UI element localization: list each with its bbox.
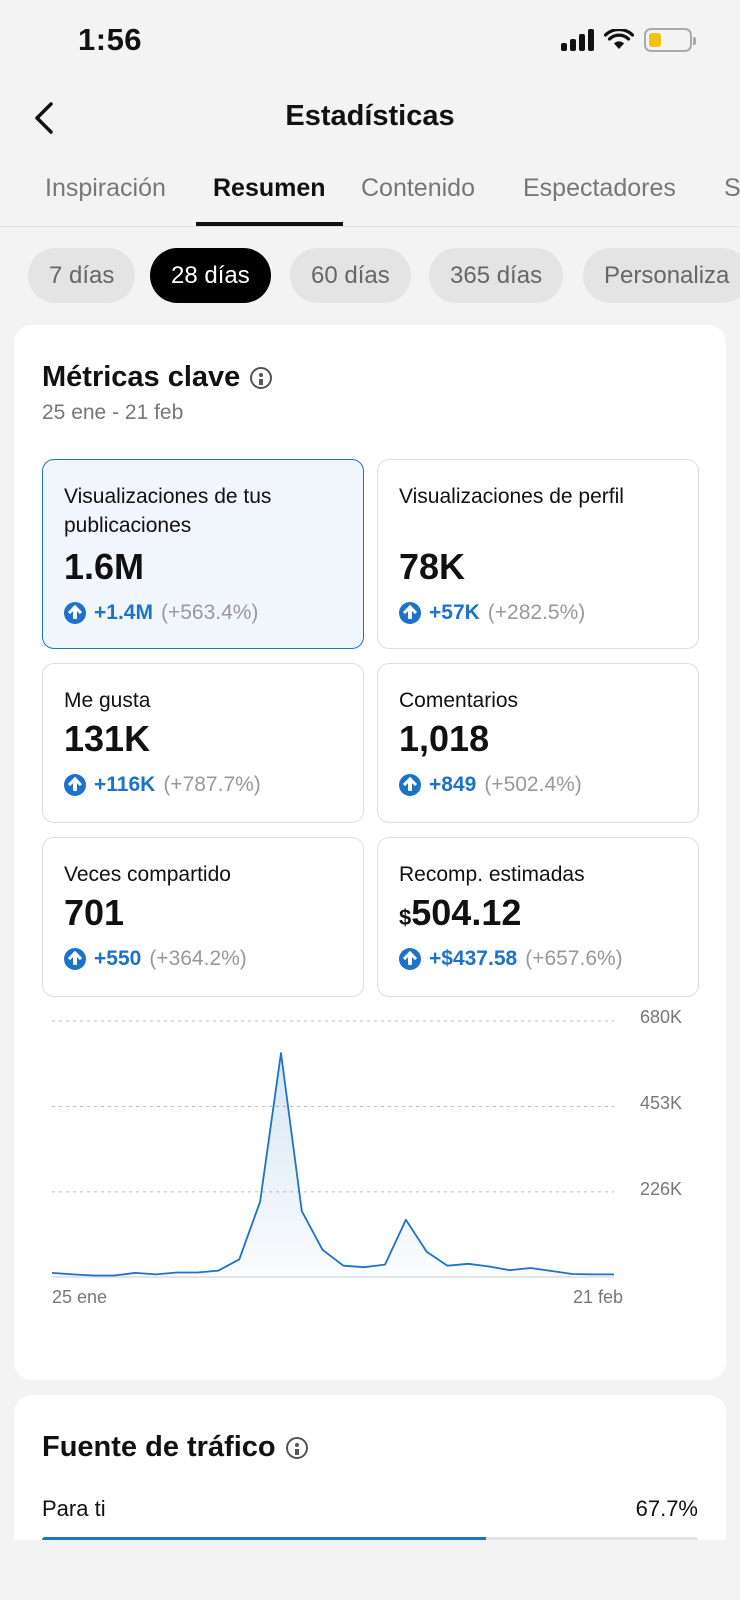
metric-value: 1.6M [64,546,144,588]
page-title: Estadísticas [285,100,455,132]
status-icons [561,28,696,52]
metric-value-number: 701 [64,892,125,933]
metric-label: Me gusta [64,689,151,712]
metric-value-number: 1,018 [399,718,490,759]
metric-label: Recomp. estimadas [399,863,585,886]
metric-label: Visualizaciones de perfil [399,485,624,508]
range-7-days[interactable]: 7 días [28,248,136,303]
metric-card-comments[interactable]: Comentarios 1,018 +849 (+502.4%) [377,663,699,823]
metric-card-estimated-rewards[interactable]: Recomp. estimadas $504.12 +$437.58 (+657… [377,837,699,997]
views-chart-svg [51,1020,615,1278]
tab-resumen[interactable]: Resumen [213,174,326,202]
traffic-source-percent: 67.7% [635,1496,698,1521]
arrow-up-icon [64,602,86,624]
metric-delta: +57K [429,601,480,624]
currency-symbol: $ [399,905,412,930]
bottom-safe-area [0,1540,740,1600]
metric-percent: (+657.6%) [525,947,623,970]
metric-percent: (+787.7%) [163,773,261,796]
header: Estadísticas [0,84,740,152]
metric-card-profile-views[interactable]: Visualizaciones de perfil 78K +57K (+282… [377,459,699,649]
range-365-days[interactable]: 365 días [429,248,564,303]
key-metrics-title: Métricas clave [42,361,273,394]
key-metrics-title-text: Métricas clave [42,361,241,393]
metric-percent: (+364.2%) [149,947,247,970]
arrow-up-icon [399,602,421,624]
date-range-selector: 7 días 28 días 60 días 365 días Personal… [0,248,740,304]
y-tick-label: 680K [640,1007,683,1027]
metric-delta: +$437.58 [429,947,518,970]
info-icon[interactable] [250,366,273,389]
metric-change: +116K (+787.7%) [64,773,261,797]
metric-delta: +849 [429,773,477,796]
metric-delta: +1.4M [94,601,153,624]
metric-value: $504.12 [399,892,521,934]
metric-change: +550 (+364.2%) [64,947,247,971]
y-tick-label: 226K [640,1179,683,1199]
key-metrics-card: Métricas clave 25 ene - 21 feb Visualiza… [14,325,726,1380]
traffic-source-label: Para ti [42,1496,106,1521]
x-tick-label-end: 21 feb [573,1287,624,1307]
series-line [51,1052,614,1277]
tab-contenido[interactable]: Contenido [361,174,475,202]
metric-label: Visualizaciones de tus publicaciones [64,485,272,537]
metric-percent: (+282.5%) [487,601,586,624]
metric-label: Comentarios [399,689,519,712]
metric-card-likes[interactable]: Me gusta 131K +116K (+787.7%) [42,663,364,823]
traffic-row-para-ti: Para ti 67.7% [42,1496,698,1522]
tab-espectadores[interactable]: Espectadores [523,174,676,202]
metric-value-number: 504.12 [411,892,522,933]
y-tick-label: 453K [640,1093,683,1113]
tab-overflow[interactable]: S [724,174,740,202]
range-custom[interactable]: Personaliza [583,248,740,303]
metric-value-number: 131K [64,718,151,759]
metric-change: +849 (+502.4%) [399,773,582,797]
traffic-source-title-text: Fuente de tráfico [42,1431,276,1463]
info-icon[interactable] [285,1436,308,1459]
metric-value: 78K [399,546,465,588]
x-tick-label-start: 25 ene [52,1287,108,1307]
metric-percent: (+563.4%) [160,601,259,624]
status-time: 1:56 [78,22,143,57]
metric-value: 1,018 [399,718,489,760]
tab-inspiracion[interactable]: Inspiración [45,174,166,202]
metric-change: +57K (+282.5%) [399,601,585,625]
views-chart[interactable]: 226K 453K 680K 25 ene 21 feb [14,1007,726,1335]
metric-value: 131K [64,718,150,760]
cellular-signal-icon [561,29,594,51]
metric-change: +$437.58 (+657.6%) [399,947,623,971]
range-28-days[interactable]: 28 días [150,248,271,303]
back-button[interactable] [22,96,66,140]
metric-percent: (+502.4%) [484,773,582,796]
metric-change: +1.4M (+563.4%) [64,601,258,625]
date-range-label: 25 ene - 21 feb [42,401,184,424]
metric-delta: +116K [94,773,156,796]
battery-icon [644,28,696,52]
arrow-up-icon [64,948,86,970]
wifi-icon [604,29,634,49]
status-bar: 1:56 [0,0,740,84]
metric-card-shares[interactable]: Veces compartido 701 +550 (+364.2%) [42,837,364,997]
arrow-up-icon [64,774,86,796]
metric-value: 701 [64,892,124,934]
active-tab-indicator [196,222,343,226]
series-area [52,1053,614,1277]
metric-value-number: 78K [399,546,466,587]
traffic-source-title: Fuente de tráfico [42,1431,308,1464]
arrow-up-icon [399,774,421,796]
arrow-up-icon [399,948,421,970]
metric-card-post-views[interactable]: Visualizaciones de tus publicaciones 1.6… [42,459,364,649]
tab-bar: Inspiración Resumen Contenido Espectador… [0,160,740,227]
metric-delta: +550 [94,947,142,970]
metric-value-number: 1.6M [64,546,145,587]
range-60-days[interactable]: 60 días [290,248,411,303]
chevron-left-icon [35,102,53,134]
metric-label: Veces compartido [64,863,231,886]
